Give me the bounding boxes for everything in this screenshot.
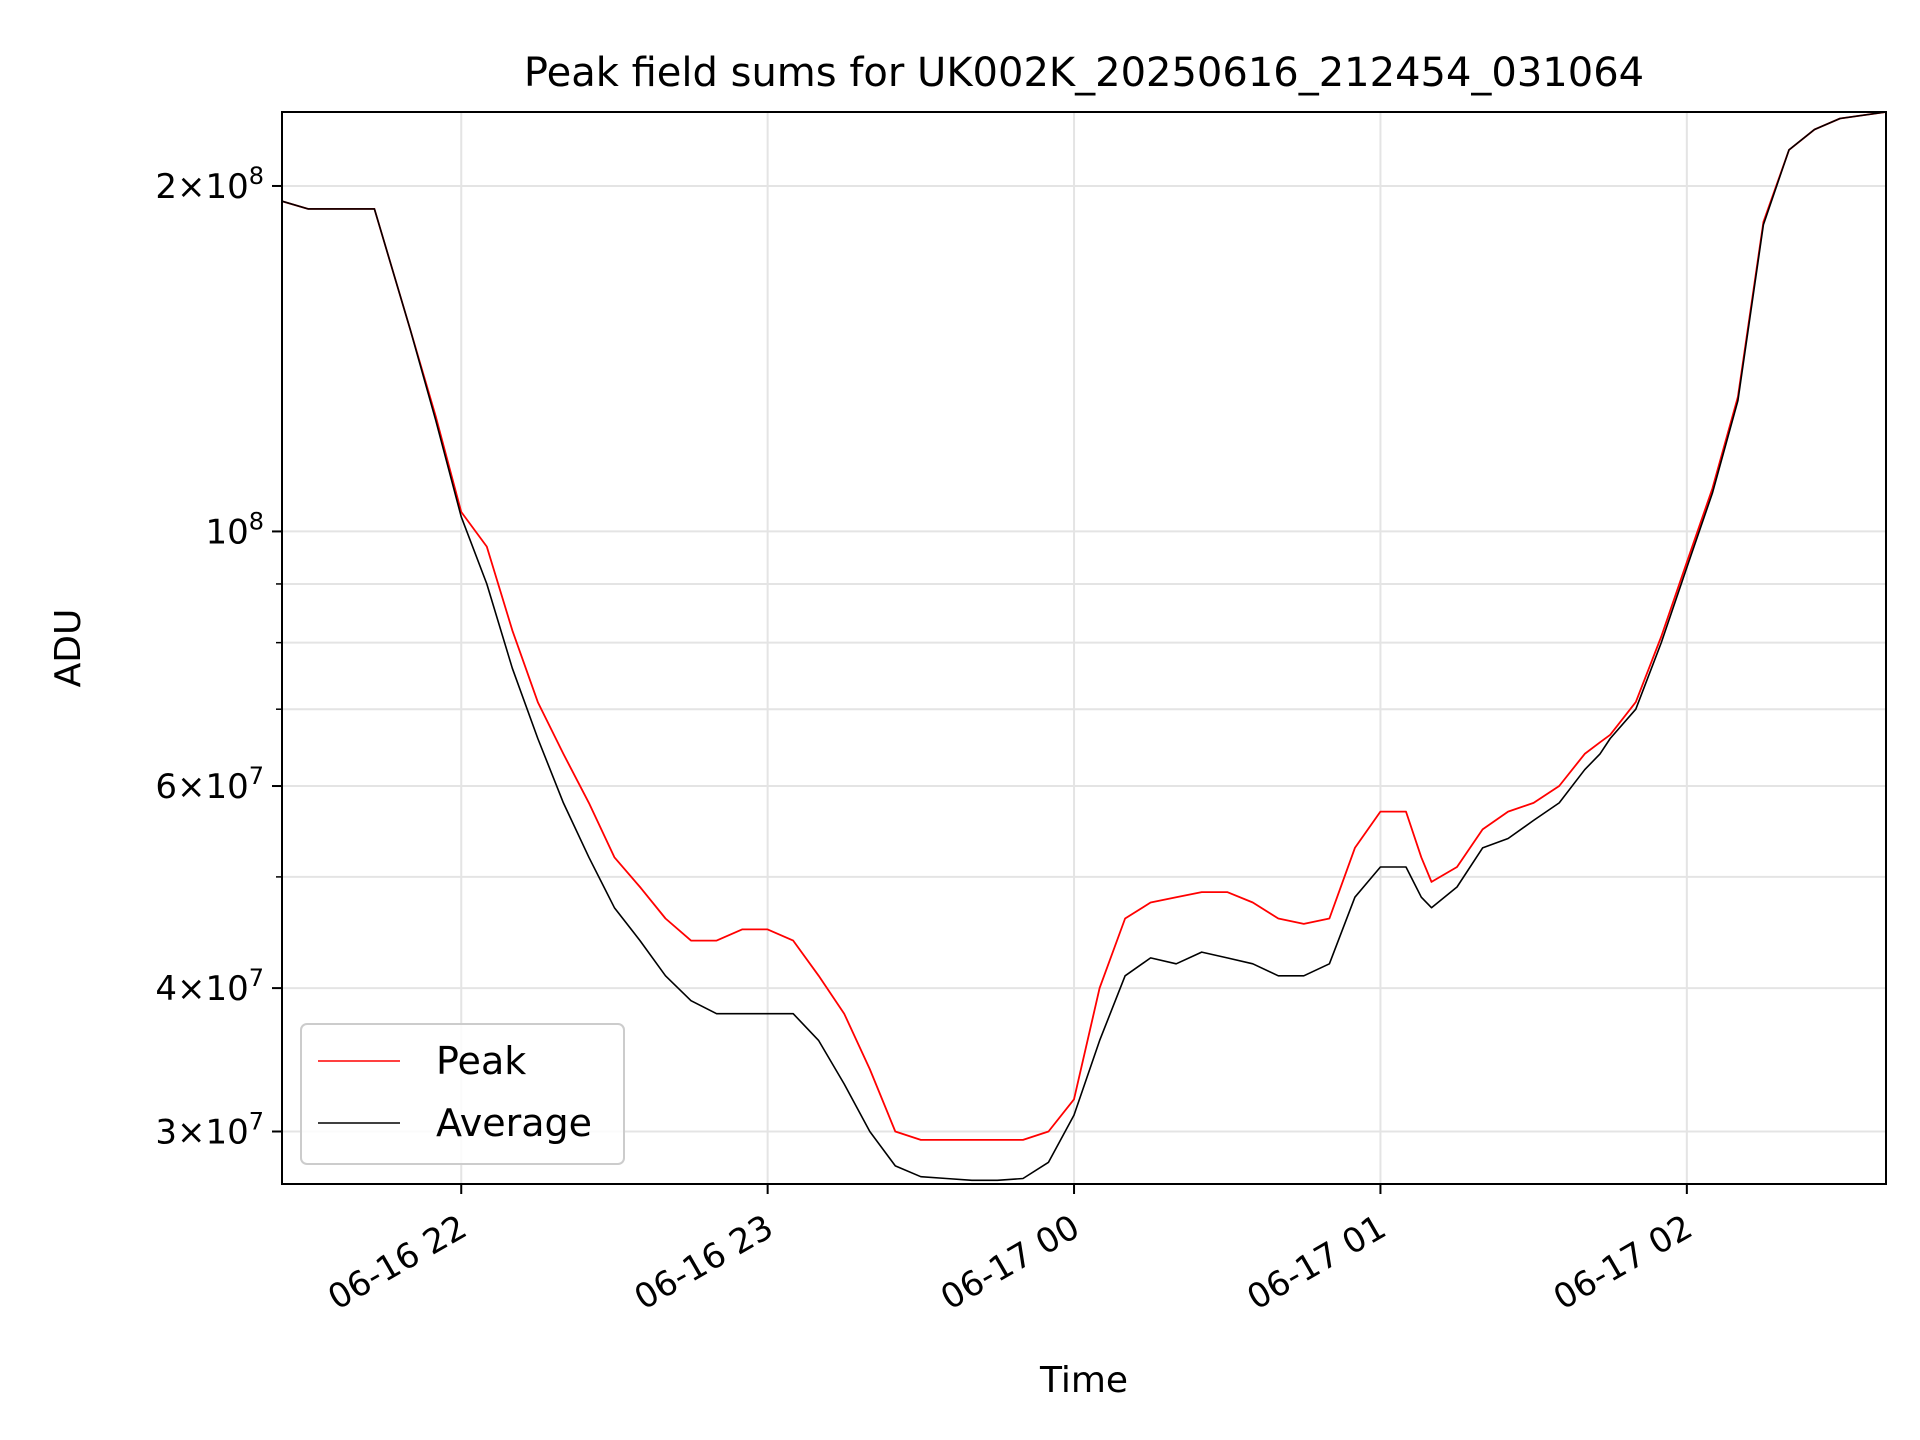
grid <box>282 112 1886 1184</box>
legend-label-average: Average <box>436 1101 592 1145</box>
y-tick-label: 4×107 <box>155 964 264 1009</box>
y-tick-label: 3×107 <box>155 1107 264 1152</box>
y-tick-label: 108 <box>205 507 264 552</box>
x-axis-label: Time <box>1039 1360 1128 1401</box>
y-axis-label: ADU <box>48 609 89 688</box>
legend-label-peak: Peak <box>436 1039 526 1083</box>
series-line-average <box>281 111 1887 1182</box>
y-tick-label: 6×107 <box>155 762 264 807</box>
legend-box <box>300 1023 625 1165</box>
y-tick-label: 2×108 <box>155 162 264 207</box>
series-layer <box>281 111 1887 1182</box>
legend: Peak Average <box>300 1023 625 1165</box>
plot-area-frame <box>281 111 1887 1185</box>
chart-title: Peak field sums for UK002K_20250616_2124… <box>524 50 1644 96</box>
series-line-peak <box>281 111 1887 1141</box>
